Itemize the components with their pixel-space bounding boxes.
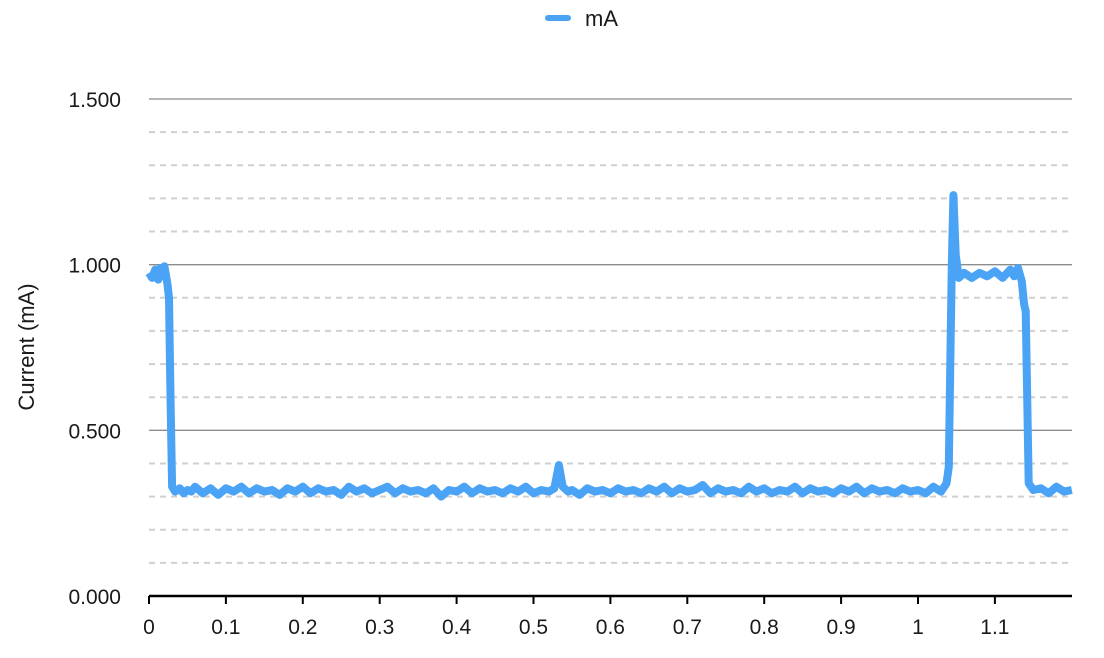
y-axis-title: Current (mA)	[14, 283, 39, 410]
legend[interactable]: mA	[545, 6, 618, 31]
legend-label-ma: mA	[585, 6, 618, 31]
y-tick-label: 1.000	[68, 255, 121, 278]
y-tick-label: 0.000	[68, 586, 121, 609]
x-tick-label: 0	[143, 616, 155, 639]
x-tick-label: 0.7	[673, 616, 702, 639]
x-tick-label: 0.4	[442, 616, 472, 639]
y-tick-label: 1.500	[68, 89, 121, 112]
series-layer	[145, 191, 1073, 501]
x-tick-label: 1	[912, 616, 924, 639]
x-tick-label: 0.2	[288, 616, 317, 639]
x-tick-label: 0.8	[750, 616, 779, 639]
x-tick-label: 0.3	[365, 616, 394, 639]
x-tick-label: 0.1	[211, 616, 240, 639]
x-tick-label: 0.5	[519, 616, 548, 639]
grid-lines	[149, 98, 1072, 564]
series-line-ma	[145, 191, 1073, 501]
x-tick-label: 1.1	[980, 616, 1009, 639]
x-tick-label: 0.6	[596, 616, 625, 639]
y-tick-label: 0.500	[68, 420, 121, 443]
axes: 0.000 0.500 1.000 1.500 0 0.1 0.2 0.3 0.4 0.5 0.6 0…	[68, 89, 1072, 639]
x-tick-label: 0.9	[826, 616, 855, 639]
legend-swatch	[545, 15, 571, 21]
